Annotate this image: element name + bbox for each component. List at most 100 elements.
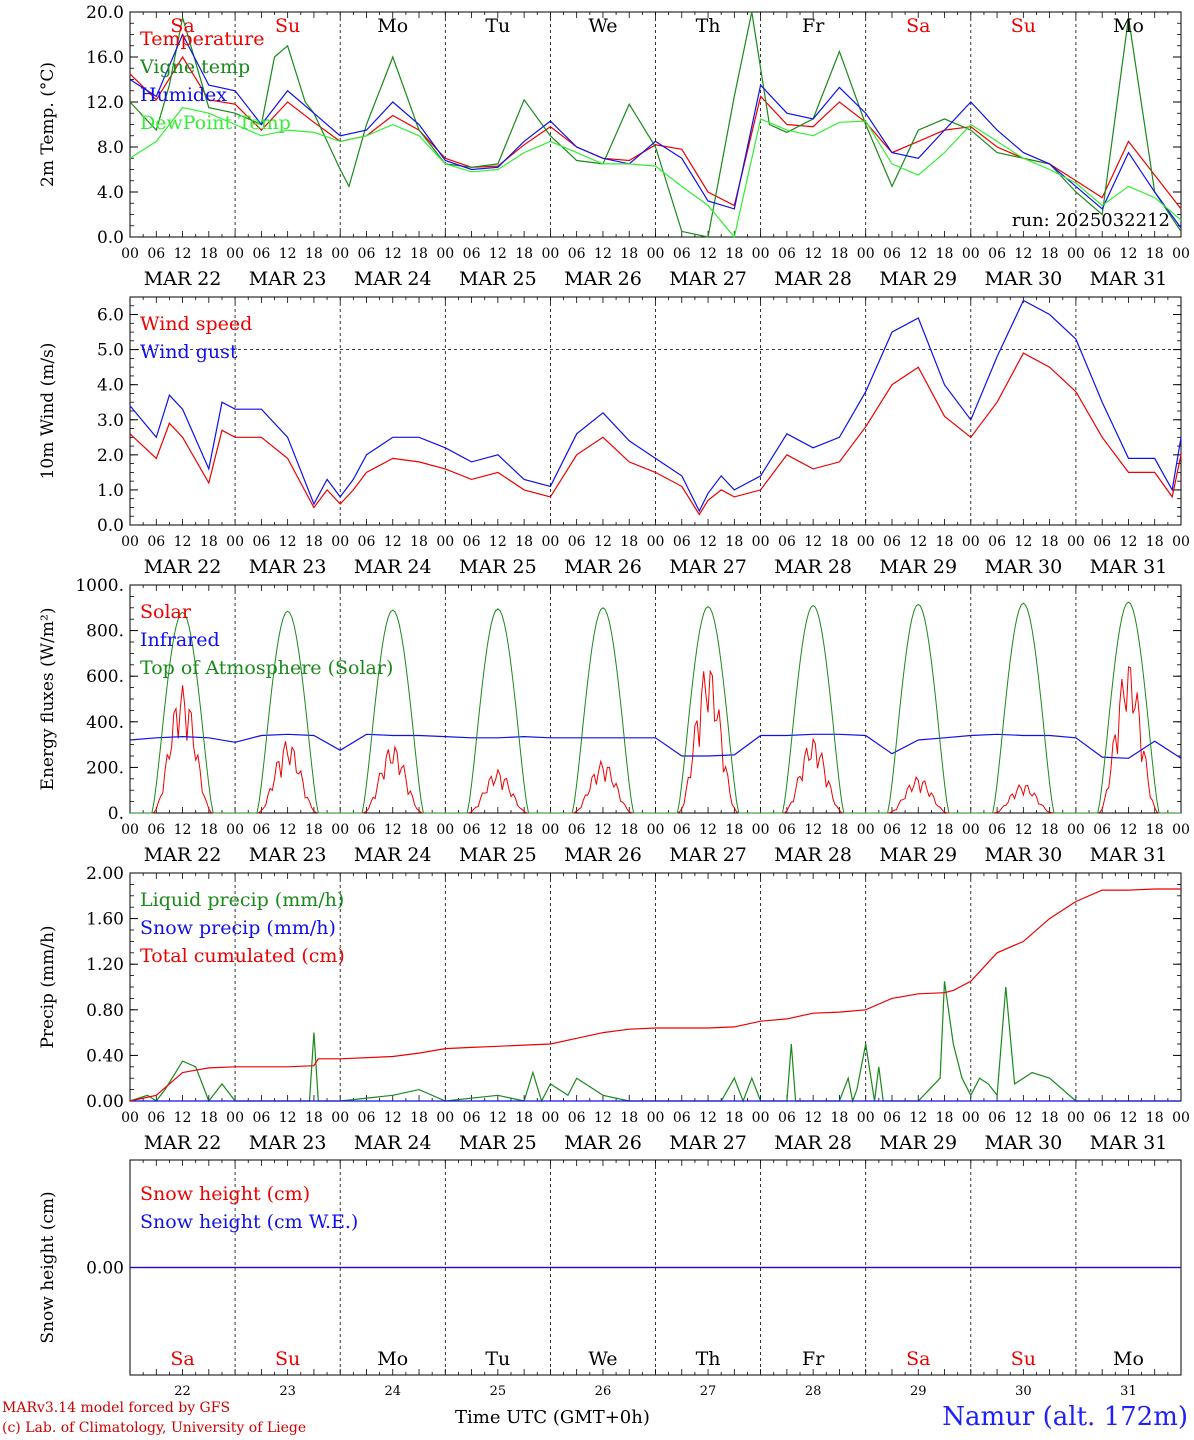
hour-tick-label: 18 — [410, 1110, 428, 1126]
series-wind-speed — [129, 352, 1182, 516]
y-tick-label: 2.0 — [97, 446, 124, 466]
series-solar — [760, 737, 866, 814]
date-label: MAR 27 — [669, 268, 747, 290]
y-tick-label: 16.0 — [86, 48, 124, 68]
legend-entry: Temperature — [140, 28, 264, 50]
hour-tick-label: 06 — [883, 534, 901, 550]
hour-tick-label: 18 — [1146, 534, 1164, 550]
day-label: Th — [696, 1348, 721, 1370]
series-solar — [340, 745, 446, 814]
hour-tick-label: 06 — [463, 822, 481, 838]
hour-tick-label: 00 — [121, 534, 139, 550]
hour-tick-label: 18 — [831, 1110, 849, 1126]
hour-tick-label: 00 — [541, 246, 559, 262]
hour-tick-label: 18 — [1041, 822, 1059, 838]
hour-tick-label: 18 — [305, 1110, 323, 1126]
hour-tick-label: 06 — [988, 246, 1006, 262]
hour-tick-label: 18 — [936, 534, 954, 550]
hour-tick-label: 06 — [252, 1110, 270, 1126]
y-tick-label: 600. — [86, 667, 124, 687]
date-label: MAR 22 — [144, 1132, 222, 1154]
day-label: Su — [1011, 1348, 1036, 1370]
hour-tick-label: 00 — [962, 1110, 980, 1126]
hour-tick-label: 06 — [988, 822, 1006, 838]
date-label: MAR 23 — [249, 268, 327, 290]
date-label: MAR 29 — [879, 556, 957, 578]
hour-tick-label: 00 — [331, 534, 349, 550]
hour-tick-label: 06 — [252, 822, 270, 838]
hour-tick-label: 12 — [909, 1110, 927, 1126]
station-name: Namur (alt. 172m) — [942, 1402, 1188, 1432]
y-tick-label: 20.0 — [86, 3, 124, 23]
credit-lab: (c) Lab. of Climatology, University of L… — [2, 1420, 307, 1436]
legend-entry: Snow precip (mm/h) — [140, 917, 336, 939]
hour-tick-label: 18 — [620, 1110, 638, 1126]
date-label: MAR 28 — [774, 556, 852, 578]
date-label: MAR 29 — [879, 1132, 957, 1154]
hour-tick-label: 06 — [463, 534, 481, 550]
y-tick-label: 1.0 — [97, 481, 124, 501]
date-label: MAR 26 — [564, 844, 642, 866]
hour-tick-label: 00 — [857, 1110, 875, 1126]
day-label: Su — [275, 15, 300, 37]
hour-tick-label: 18 — [305, 534, 323, 550]
hour-tick-label: 12 — [594, 1110, 612, 1126]
hour-tick-label: 18 — [305, 822, 323, 838]
series-temperature — [129, 55, 1182, 210]
y-tick-label: 3.0 — [97, 411, 124, 431]
hour-tick-label: 06 — [358, 1110, 376, 1126]
date-label: MAR 30 — [984, 268, 1062, 290]
hour-tick-label: 00 — [752, 246, 770, 262]
hour-tick-label: 12 — [489, 534, 507, 550]
date-label: MAR 22 — [144, 556, 222, 578]
hour-tick-label: 12 — [279, 534, 297, 550]
date-label: MAR 23 — [249, 1132, 327, 1154]
series-solar — [445, 768, 551, 814]
hour-tick-label: 00 — [226, 534, 244, 550]
hour-tick-label: 12 — [489, 1110, 507, 1126]
y-axis-label: 2m Temp. (°C) — [38, 62, 58, 187]
hour-tick-label: 18 — [620, 246, 638, 262]
date-label: MAR 26 — [564, 1132, 642, 1154]
series-wind-gust — [129, 299, 1182, 513]
y-tick-label: 5.0 — [97, 341, 124, 361]
series-top-of-atmosphere-solar — [1075, 601, 1181, 814]
hour-tick-label: 18 — [725, 246, 743, 262]
hour-tick-label: 00 — [857, 534, 875, 550]
hour-tick-label: 00 — [962, 534, 980, 550]
hour-tick-label: 06 — [358, 246, 376, 262]
date-label: MAR 26 — [564, 268, 642, 290]
hour-tick-label: 18 — [1146, 822, 1164, 838]
series-infrared — [129, 733, 1182, 759]
hour-tick-label: 00 — [541, 1110, 559, 1126]
hour-tick-label: 12 — [1120, 246, 1138, 262]
hour-tick-label: 06 — [778, 246, 796, 262]
hour-tick-label: 18 — [1041, 246, 1059, 262]
hour-tick-label: 12 — [1120, 822, 1138, 838]
hour-tick-label: 06 — [358, 822, 376, 838]
hour-tick-label: 18 — [305, 246, 323, 262]
day-number-label: 30 — [1015, 1384, 1032, 1399]
y-tick-label: 1.20 — [86, 955, 124, 975]
credit-model: MARv3.14 model forced by GFS — [2, 1400, 231, 1416]
hour-tick-label: 18 — [410, 534, 428, 550]
series-total-cumulated-cm — [129, 888, 1181, 1102]
hour-tick-label: 18 — [200, 1110, 218, 1126]
hour-tick-label: 18 — [620, 534, 638, 550]
day-number-label: 26 — [595, 1384, 612, 1399]
hour-tick-label: 00 — [1172, 534, 1190, 550]
hour-tick-label: 18 — [1041, 1110, 1059, 1126]
y-tick-label: 0. — [108, 804, 124, 824]
day-label: Sa — [170, 1348, 194, 1370]
hour-tick-label: 12 — [489, 822, 507, 838]
hour-tick-label: 18 — [831, 534, 849, 550]
hour-tick-label: 12 — [699, 822, 717, 838]
hour-tick-label: 12 — [1120, 1110, 1138, 1126]
day-label: Mo — [377, 15, 408, 37]
hour-tick-label: 18 — [515, 246, 533, 262]
series-top-of-atmosphere-solar — [340, 609, 446, 814]
hour-tick-label: 00 — [121, 246, 139, 262]
hour-tick-label: 12 — [279, 1110, 297, 1126]
hour-tick-label: 00 — [436, 822, 454, 838]
y-tick-label: 200. — [86, 758, 124, 778]
